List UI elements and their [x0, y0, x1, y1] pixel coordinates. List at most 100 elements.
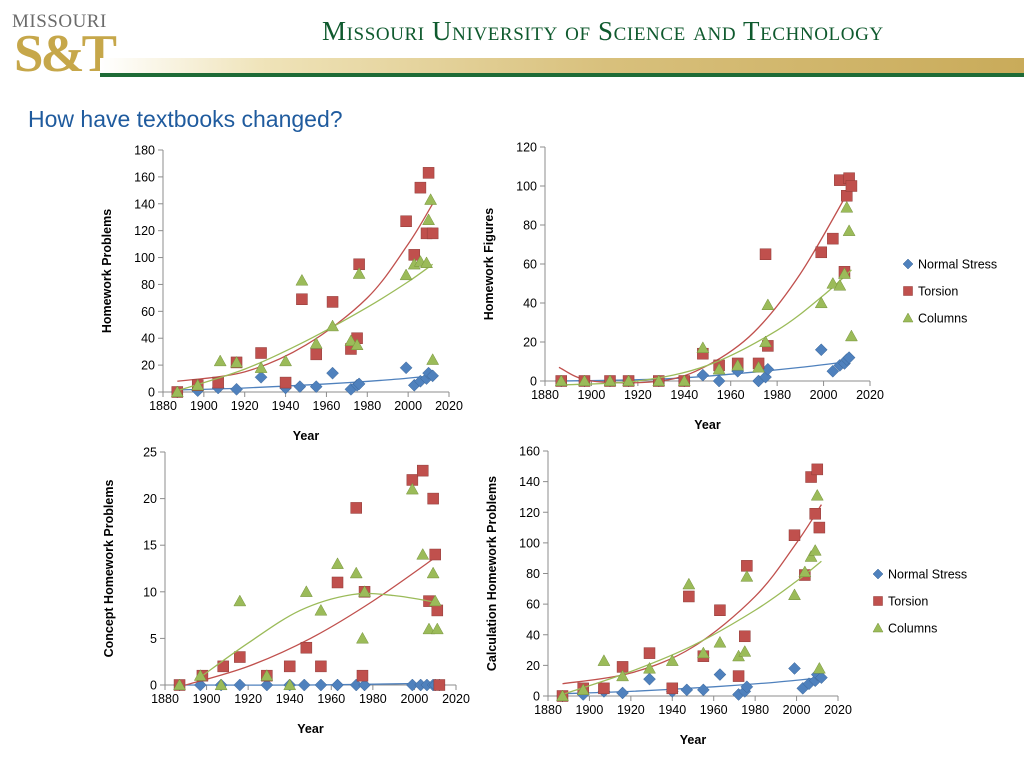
x-tick-label: 1940 [658, 703, 686, 717]
data-point-columns [295, 273, 309, 286]
data-point-torsion [815, 246, 827, 259]
data-point-columns [309, 337, 323, 349]
data-point-columns [652, 374, 666, 387]
data-point-torsion [426, 227, 439, 240]
data-point-normal [740, 680, 754, 694]
y-tick-label: 100 [519, 536, 540, 550]
data-point-columns [350, 338, 364, 350]
data-point-normal [826, 364, 840, 378]
x-tick-label: 1900 [190, 399, 218, 413]
x-axis-label: Year [680, 733, 707, 747]
data-point-normal [814, 343, 828, 357]
data-point-torsion [683, 590, 695, 603]
data-point-torsion [431, 604, 444, 617]
data-point-columns [696, 341, 710, 353]
legend-label-columns: Columns [888, 622, 937, 636]
x-tick-label: 1940 [670, 388, 698, 402]
data-point-torsion [414, 181, 427, 194]
data-point-torsion [841, 190, 853, 202]
university-name: Missouri University of Science and Techn… [322, 16, 884, 46]
x-tick-label: 1980 [353, 399, 381, 413]
data-point-normal [842, 351, 856, 364]
y-tick-label: 140 [134, 197, 155, 211]
x-tick-label: 1980 [359, 692, 387, 706]
data-point-normal [326, 366, 339, 380]
data-point-columns [260, 669, 274, 681]
data-point-columns [349, 566, 363, 579]
x-tick-label: 2000 [783, 703, 811, 717]
data-point-normal [254, 370, 268, 384]
data-point-columns [416, 548, 430, 560]
logo-missouri-text: MISSOURI [12, 11, 107, 32]
data-point-columns [696, 646, 710, 659]
data-point-normal [331, 678, 344, 692]
trendline-normal [561, 360, 850, 382]
data-point-torsion [811, 463, 824, 476]
trendline-torsion [177, 203, 434, 382]
data-point-columns [808, 544, 822, 556]
axes: 1880 1900 1920 1940 1960 1980 2000 2020 0 20 40 60 8… [516, 141, 884, 403]
data-point-columns [713, 635, 727, 648]
series-torsion [171, 167, 439, 398]
data-point-normal [297, 678, 311, 692]
data-point-columns [578, 374, 591, 387]
data-point-normal [426, 369, 440, 383]
data-point-columns [299, 585, 313, 597]
data-point-columns [731, 358, 745, 371]
data-point-normal [233, 678, 247, 692]
x-tick-label: 2020 [442, 692, 470, 706]
y-tick-label: 140 [519, 475, 540, 489]
header-banner: MISSOURI S&T Missouri University of Scie… [0, 0, 1024, 88]
axes: 1880 1900 1920 1940 1960 1980 2000 2020 0 5 10 15 20… [143, 446, 470, 707]
x-tick-label: 1940 [276, 692, 304, 706]
logo-st-text: S&T [14, 25, 117, 83]
data-point-normal [643, 672, 656, 686]
data-point-columns [838, 267, 851, 279]
data-point-torsion [279, 376, 292, 389]
chart-bl: 1880 1900 1920 1940 1960 1980 2000 2020 0 5 10 15 20… [102, 446, 470, 737]
data-point-torsion [809, 508, 821, 520]
data-point-torsion [422, 167, 435, 179]
data-point-torsion [310, 348, 322, 361]
data-point-columns [576, 683, 590, 695]
legend-marker-torsion [903, 286, 913, 296]
chart-br: 1880 1900 1920 1940 1960 1980 2000 2020 0 20 40 60 8… [485, 445, 967, 748]
y-tick-label: 0 [530, 375, 537, 389]
data-point-columns [344, 334, 358, 346]
y-tick-label: 80 [141, 278, 155, 292]
data-point-torsion [732, 670, 745, 682]
x-tick-label: 1940 [272, 399, 300, 413]
data-point-columns [358, 585, 371, 597]
y-tick-label: 40 [141, 332, 155, 346]
series-columns [170, 193, 440, 398]
x-axis-label: Year [297, 722, 324, 736]
data-point-columns [833, 278, 847, 291]
y-tick-label: 80 [526, 567, 540, 581]
y-tick-label: 120 [519, 506, 540, 520]
data-point-columns [254, 361, 268, 373]
data-point-columns [622, 374, 635, 387]
data-point-torsion [805, 471, 817, 483]
y-tick-label: 20 [523, 336, 537, 350]
y-tick-label: 0 [533, 690, 540, 704]
data-point-torsion [296, 293, 308, 305]
data-point-normal [399, 361, 413, 375]
data-point-columns [740, 570, 754, 582]
data-point-columns [230, 355, 243, 368]
y-tick-label: 15 [143, 539, 157, 553]
data-point-columns [193, 669, 207, 681]
y-tick-label: 80 [523, 219, 537, 233]
legend-label-normal: Normal Stress [888, 568, 967, 582]
data-point-columns [665, 654, 679, 666]
legend-marker-normal [872, 568, 884, 580]
data-point-normal [260, 678, 274, 692]
data-point-torsion [400, 215, 412, 228]
x-tick-label: 1980 [763, 388, 791, 402]
y-tick-label: 10 [143, 585, 157, 599]
legend-marker-torsion [873, 596, 883, 606]
data-point-columns [682, 577, 696, 590]
data-point-columns [430, 622, 444, 635]
data-point-columns [597, 654, 611, 666]
data-point-normal [309, 380, 323, 393]
x-tick-label: 1920 [624, 388, 652, 402]
